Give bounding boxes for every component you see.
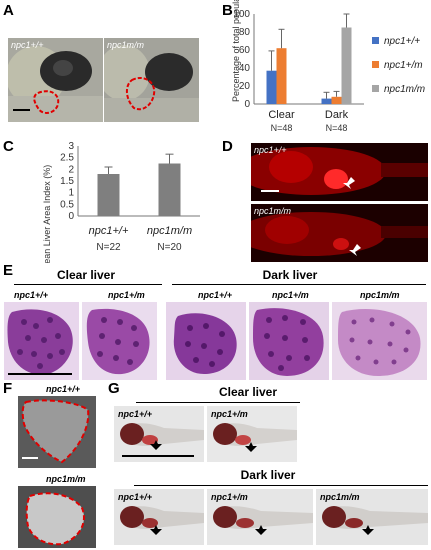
genotype-label: npc1+/+: [118, 409, 153, 419]
divider: [172, 284, 426, 285]
larva-photo-mut: [104, 38, 199, 122]
clear-liver-header: Clear liver: [218, 385, 278, 399]
y-tick-label: 2: [68, 164, 74, 175]
fluorescence-photo-wt: [251, 143, 428, 201]
legend-swatch: [372, 61, 379, 68]
chart-c-ylabel: Mean Liver Area Index (%): [42, 165, 52, 263]
bar: [266, 70, 277, 104]
category-note: N=22: [96, 242, 121, 253]
y-tick-label: 3: [68, 141, 74, 152]
genotype-label: npc1+/m: [108, 290, 145, 300]
chart-c: Mean Liver Area Index (%) 00.511.522.53 n…: [42, 141, 200, 263]
liver-section-wt: [18, 396, 96, 468]
panel-label-c: C: [3, 138, 14, 155]
y-tick-label: 60: [239, 45, 251, 56]
divider: [14, 284, 162, 285]
fluorescence-photo-mut: [251, 204, 428, 262]
y-tick-label: 1: [68, 188, 74, 199]
larva-photo: [316, 489, 428, 545]
larva-photo-wt: [8, 38, 103, 122]
genotype-label: npc1+/+: [198, 290, 233, 300]
y-tick-label: 20: [239, 81, 251, 92]
clear-liver-header: Clear liver: [56, 268, 116, 282]
genotype-label: npc1+/+: [46, 384, 81, 394]
genotype-label: npc1+/m: [211, 492, 248, 502]
category-note: N=48: [271, 123, 293, 133]
genotype-label: npc1+/m: [211, 409, 248, 419]
y-tick-label: 100: [233, 9, 250, 20]
larva-photo: [207, 406, 297, 462]
x-tick-label: npc1m/m: [147, 225, 192, 237]
legend-swatch: [372, 85, 379, 92]
genotype-label: npc1m/m: [254, 206, 292, 216]
liver-section-mut: [18, 486, 96, 548]
chart-b-ylabel: Percentage of total population (%): [231, 0, 241, 102]
panel-label-e: E: [3, 262, 14, 279]
panel-label-b: B: [222, 2, 233, 19]
divider: [136, 402, 300, 403]
y-tick-label: 0.5: [60, 199, 74, 210]
y-tick-label: 0: [244, 99, 250, 110]
category-note: N=20: [157, 242, 182, 253]
larva-photo: [114, 406, 204, 462]
bar: [158, 163, 181, 216]
y-tick-label: 40: [239, 63, 251, 74]
genotype-label: npc1m/m: [46, 474, 86, 484]
category-note: N=48: [326, 123, 348, 133]
dark-liver-header: Dark liver: [240, 468, 296, 482]
panel-label-a: A: [3, 2, 14, 19]
bar: [97, 174, 120, 216]
y-tick-label: 1.5: [60, 176, 74, 187]
dark-liver-header: Dark liver: [262, 268, 318, 282]
y-tick-label: 2.5: [60, 153, 74, 164]
panel-label-d: D: [222, 138, 233, 155]
x-tick-label: Dark: [325, 109, 349, 121]
bar: [341, 27, 352, 104]
histology-image: [82, 302, 157, 380]
genotype-label: npc1m/m: [320, 492, 360, 502]
divider: [134, 485, 428, 486]
histology-image: [249, 302, 329, 380]
legend-label: npc1m/m: [384, 84, 425, 95]
genotype-label: npc1+/+: [118, 492, 153, 502]
genotype-label: npc1m/m: [360, 290, 400, 300]
bar: [331, 96, 342, 104]
panel-label-f: F: [3, 380, 13, 397]
genotype-label: npc1+/+: [14, 290, 49, 300]
legend-swatch: [372, 37, 379, 44]
bar: [321, 98, 332, 104]
y-tick-label: 0: [68, 211, 74, 222]
panel-label-g: G: [108, 380, 120, 397]
bar: [276, 48, 287, 104]
x-tick-label: Clear: [268, 109, 295, 121]
genotype-label: npc1+/+: [11, 40, 44, 50]
y-tick-label: 80: [239, 27, 251, 38]
genotype-label: npc1+/+: [254, 145, 287, 155]
larva-photo: [207, 489, 313, 545]
histology-image: [332, 302, 427, 380]
histology-image: [4, 302, 79, 380]
histology-image: [166, 302, 246, 380]
genotype-label: npc1+/m: [272, 290, 309, 300]
genotype-label: npc1m/m: [107, 40, 145, 50]
larva-photo: [114, 489, 204, 545]
chart-b: Percentage of total population (%) 0 20 40…: [231, 0, 425, 133]
legend-label: npc1+/m: [384, 60, 423, 71]
legend-label: npc1+/+: [384, 36, 420, 47]
x-tick-label: npc1+/+: [89, 225, 129, 237]
